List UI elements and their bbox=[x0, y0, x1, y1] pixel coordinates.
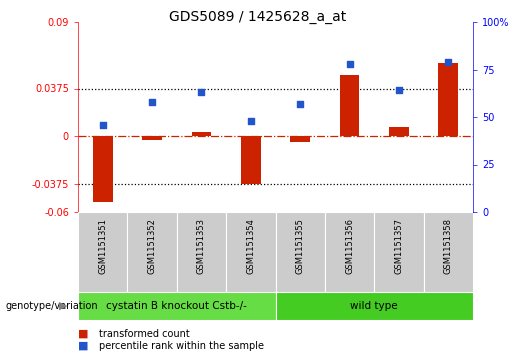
Text: transformed count: transformed count bbox=[98, 329, 190, 339]
Bar bbox=[78, 212, 127, 292]
Text: genotype/variation: genotype/variation bbox=[5, 301, 98, 311]
Bar bbox=[241, 136, 261, 184]
Bar bbox=[142, 136, 162, 140]
Bar bbox=[290, 136, 310, 142]
Text: GSM1151351: GSM1151351 bbox=[98, 219, 107, 274]
Bar bbox=[226, 212, 276, 292]
Bar bbox=[93, 136, 113, 202]
Bar bbox=[78, 292, 276, 320]
Bar bbox=[374, 212, 424, 292]
Bar bbox=[340, 75, 359, 136]
Bar bbox=[424, 212, 473, 292]
Text: GSM1151355: GSM1151355 bbox=[296, 219, 305, 274]
Text: GSM1151354: GSM1151354 bbox=[246, 219, 255, 274]
Point bbox=[444, 59, 453, 65]
Text: percentile rank within the sample: percentile rank within the sample bbox=[98, 341, 264, 351]
Point bbox=[197, 89, 205, 95]
Point bbox=[148, 99, 156, 105]
Bar bbox=[389, 127, 409, 136]
Point bbox=[98, 122, 107, 127]
Text: ■: ■ bbox=[78, 341, 89, 351]
Text: GSM1151358: GSM1151358 bbox=[444, 219, 453, 274]
Text: ■: ■ bbox=[78, 329, 89, 339]
Bar bbox=[127, 212, 177, 292]
Bar bbox=[192, 132, 211, 136]
Text: cystatin B knockout Cstb-/-: cystatin B knockout Cstb-/- bbox=[106, 301, 247, 311]
Bar bbox=[438, 62, 458, 136]
Point bbox=[247, 118, 255, 124]
Text: GSM1151357: GSM1151357 bbox=[394, 219, 403, 274]
Point bbox=[346, 61, 354, 67]
Text: wild type: wild type bbox=[350, 301, 398, 311]
Bar bbox=[325, 212, 374, 292]
Text: ▶: ▶ bbox=[59, 301, 67, 311]
Text: GSM1151353: GSM1151353 bbox=[197, 219, 206, 274]
Bar bbox=[276, 292, 473, 320]
Text: GSM1151352: GSM1151352 bbox=[148, 219, 157, 274]
Text: GDS5089 / 1425628_a_at: GDS5089 / 1425628_a_at bbox=[169, 10, 346, 24]
Text: GSM1151356: GSM1151356 bbox=[345, 219, 354, 274]
Point bbox=[296, 101, 304, 107]
Point bbox=[395, 87, 403, 93]
Bar bbox=[177, 212, 226, 292]
Bar bbox=[276, 212, 325, 292]
